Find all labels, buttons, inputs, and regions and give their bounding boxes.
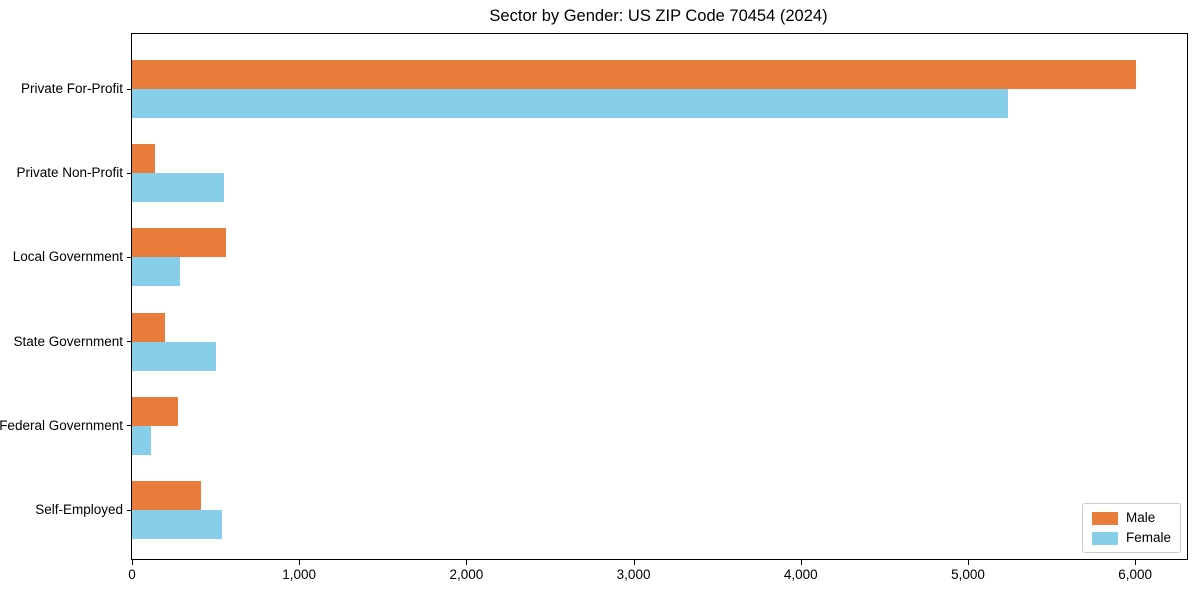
plot-area: Male Female Private For-Profit Private No… xyxy=(0,33,1188,582)
y-tick-label-state-government: State Government xyxy=(13,333,123,349)
bar-female-local-government xyxy=(132,257,180,287)
x-tick-mark xyxy=(633,560,635,565)
legend-entry-male: Male xyxy=(1091,510,1171,525)
x-tick-mark xyxy=(1135,560,1137,565)
chart-title: Sector by Gender: US ZIP Code 70454 (202… xyxy=(489,7,828,25)
legend-label-female: Female xyxy=(1125,530,1171,545)
y-tick-mark xyxy=(127,425,131,427)
bar-female-federal-government xyxy=(132,425,152,455)
y-tick-mark xyxy=(127,256,131,258)
x-tick-label-2-000: 2,000 xyxy=(449,567,484,582)
y-tick-mark xyxy=(127,509,131,511)
bar-female-private-non-profit xyxy=(132,173,224,203)
bar-male-private-for-profit xyxy=(132,60,1136,89)
bar-male-self-employed xyxy=(132,481,201,510)
bar-female-private-for-profit xyxy=(132,89,1009,118)
x-tick-label-4-000: 4,000 xyxy=(783,567,818,582)
legend-label-male: Male xyxy=(1125,510,1156,525)
x-tick-label-1-000: 1,000 xyxy=(282,567,317,582)
y-tick-label-private-non-profit: Private Non-Profit xyxy=(16,165,123,181)
x-tick-label-3-000: 3,000 xyxy=(616,567,651,582)
legend-entry-female: Female xyxy=(1091,530,1171,545)
bar-male-state-government xyxy=(132,312,166,342)
bar-male-local-government xyxy=(132,228,226,258)
x-tick-label-0: 0 xyxy=(128,567,136,582)
y-tick-label-federal-government: Federal Government xyxy=(0,417,123,433)
y-tick-label-local-government: Local Government xyxy=(12,249,123,265)
x-tick-mark xyxy=(466,560,468,565)
legend-swatch-female xyxy=(1091,531,1118,545)
y-tick-label-self-employed: Self-Employed xyxy=(35,502,123,517)
legend: Male Female xyxy=(1081,503,1181,553)
legend-swatch-male xyxy=(1091,511,1118,525)
y-tick-mark xyxy=(127,172,131,174)
bar-female-self-employed xyxy=(132,510,223,539)
bar-male-private-non-profit xyxy=(132,144,155,174)
y-tick-mark xyxy=(127,341,131,343)
bar-male-federal-government xyxy=(132,396,178,426)
x-tick-mark xyxy=(967,560,969,565)
x-tick-label-6-000: 6,000 xyxy=(1118,567,1153,582)
x-tick-mark xyxy=(132,560,133,565)
x-tick-label-5-000: 5,000 xyxy=(951,567,985,582)
bar-female-state-government xyxy=(132,341,217,371)
y-tick-mark xyxy=(127,88,131,90)
y-tick-label-private-for-profit: Private For-Profit xyxy=(20,81,123,96)
x-tick-mark xyxy=(800,560,802,565)
x-tick-mark xyxy=(299,560,301,565)
